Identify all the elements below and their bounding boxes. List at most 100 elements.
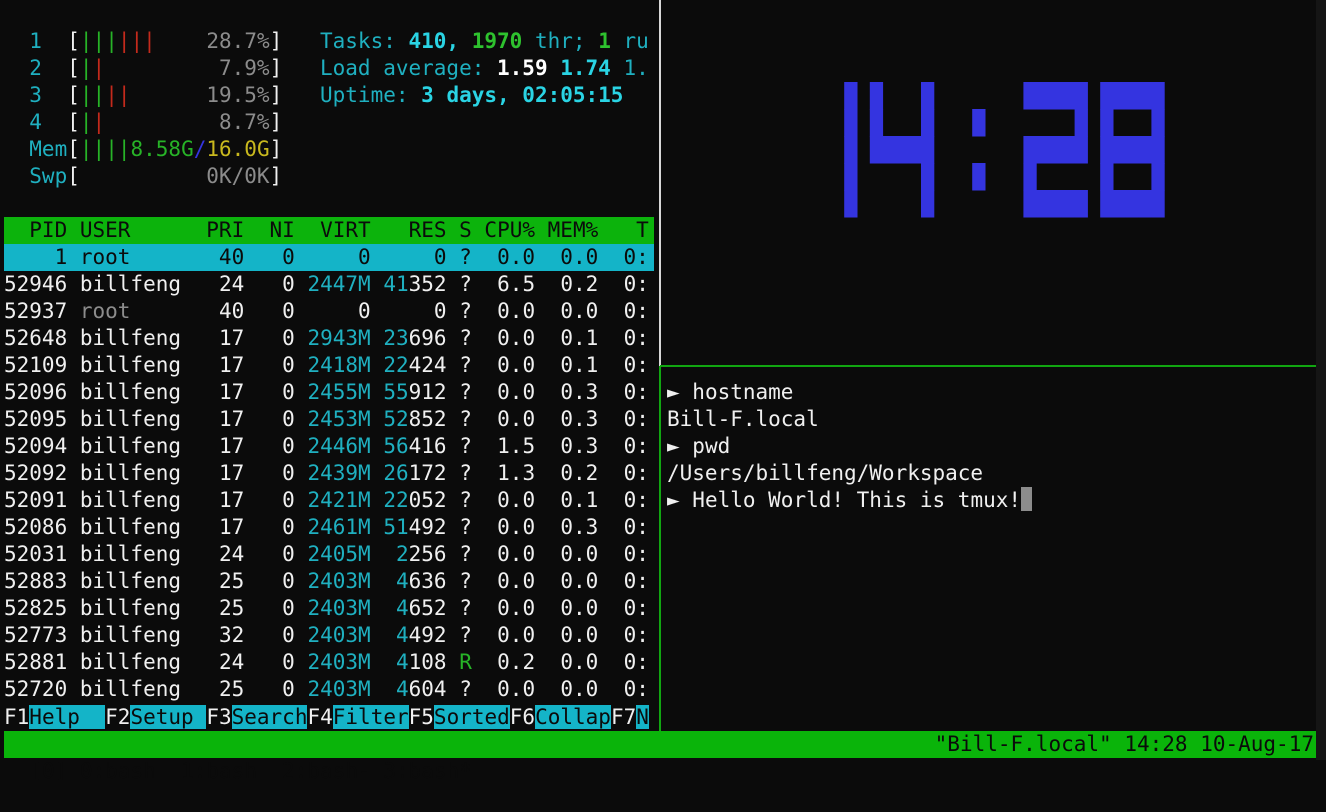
res-high: 4 [383,650,409,674]
fkey-f3[interactable]: F3 [206,705,232,729]
gap [447,488,460,512]
process-row[interactable]: 52096 billfeng 17 0 2455M 55912 ? 0.0 0.… [4,379,649,406]
bar-segment: | [105,137,118,161]
fkey-label[interactable]: Sorted [433,705,510,729]
res-low: 492 [408,623,447,647]
process-row[interactable]: 52881 billfeng 24 0 2403M 4108 R 0.2 0.0… [4,649,649,676]
process-row[interactable]: 52773 billfeng 32 0 2403M 4492 ? 0.0 0.0… [4,622,649,649]
process-row[interactable]: 52825 billfeng 25 0 2403M 4652 ? 0.0 0.0… [4,595,649,622]
res-low: 652 [408,596,447,620]
process-row[interactable]: 1 root 40 0 0 0 ? 0.0 0.0 0: [4,244,654,271]
user: billfeng [79,434,194,458]
clock-pixel [972,109,986,137]
clock-pixel [1151,82,1165,110]
output-text: Bill-F.local [667,407,819,431]
window-edge [1316,0,1326,760]
bar-segment: | [92,29,106,53]
fkey-label[interactable]: N [636,705,649,729]
gap [447,461,460,485]
gap [371,542,384,566]
bracket: ] [269,164,283,188]
bracket: [ [67,110,80,134]
fkey-f4[interactable]: F4 [307,705,333,729]
fkey-f6[interactable]: F6 [509,705,536,729]
pid: 52095 [4,407,80,431]
process-row[interactable]: 52720 billfeng 25 0 2403M 4604 ? 0.0 0.0… [4,676,649,703]
priority: 25 0 [193,677,308,701]
bar-segment: | [92,83,106,107]
gap [447,542,460,566]
shell-pane[interactable]: ► hostname Bill-F.local ► pwd/Users/billfe… [667,0,1316,731]
bracket: ] [269,29,283,53]
fkey-label[interactable]: Help [29,705,106,729]
virt: 2403M [307,677,371,701]
fkey-f2[interactable]: F2 [105,705,131,729]
process-row[interactable]: 52937 root 40 0 0 0 ? 0.0 0.0 0: [4,298,649,325]
process-row[interactable]: 52086 billfeng 17 0 2461M 51492 ? 0.0 0.… [4,514,649,541]
clock-pixel [1100,136,1114,164]
user: billfeng [79,650,194,674]
fkey-label[interactable]: Setup [130,705,207,729]
cpu-meter-1: 1 [|||||| 28.7%] [4,28,282,55]
fkey-f7[interactable]: F7 [610,705,637,729]
bar-segment: | [117,83,131,107]
virt: 2461M [307,515,371,539]
process-row[interactable]: 52109 billfeng 17 0 2418M 22424 ? 0.0 0.… [4,352,649,379]
session-name[interactable]: [0] [29,759,68,783]
virt: 2943M [307,326,371,350]
state: ? [459,272,472,296]
clock-pixel [1074,136,1088,164]
htop-pane[interactable]: 1 [|||||| 28.7%] 2 [|| 7.9%] 3 [|||| 19.… [4,0,656,731]
gap [371,515,384,539]
pid: 52092 [4,461,80,485]
pid: 52937 [4,299,80,323]
usage: 0.0 0.0 0: [471,542,649,566]
fkey-f1[interactable]: F1 [4,705,30,729]
process-row[interactable]: 52946 billfeng 24 0 2447M 41352 ? 6.5 0.… [4,271,649,298]
process-row[interactable]: 52648 billfeng 17 0 2943M 23696 ? 0.0 0.… [4,325,649,352]
mem-total: 16.0G [206,137,270,161]
res-low: 108 [408,650,447,674]
process-row[interactable]: 52883 billfeng 25 0 2403M 4636 ? 0.0 0.0… [4,568,649,595]
clock-pixel [882,136,896,164]
res-low: 852 [408,407,447,431]
priority: 24 0 [193,272,308,296]
virt: 2403M [307,623,371,647]
pane-divider-vertical[interactable] [659,0,661,366]
fkey-label[interactable]: Search [231,705,308,729]
process-row[interactable]: 52091 billfeng 17 0 2421M 22052 ? 0.0 0.… [4,487,649,514]
fkey-label[interactable]: Collap [535,705,611,729]
function-key-bar[interactable]: F1Help F2Setup F3SearchF4FilterF5SortedF… [4,704,649,731]
res-high: 51 [383,515,409,539]
mem-label: Mem [4,137,68,161]
shell-output: Bill-F.local [667,406,819,433]
window-list[interactable]: 0:bash 1:bash 2:bash- 3:bash* [79,759,472,783]
clock-pixel [1049,136,1063,164]
process-row[interactable]: 52094 billfeng 17 0 2446M 56416 ? 1.5 0.… [4,433,649,460]
pane-divider-vertical-active[interactable] [659,366,661,731]
fkey-label[interactable]: Filter [332,705,409,729]
process-table-header[interactable]: PID USER PRI NI VIRT RES S CPU% MEM% T [4,217,654,244]
clock-pixel [844,163,858,191]
clock-pixel [1100,163,1114,191]
process-row[interactable]: 52092 billfeng 17 0 2439M 26172 ? 1.3 0.… [4,460,649,487]
uptime-value: 3 days, 02:05:15 [421,83,624,107]
virt: 2446M [307,434,371,458]
fkey-f5[interactable]: F5 [408,705,434,729]
gap [447,623,460,647]
process-row[interactable]: 52095 billfeng 17 0 2453M 52852 ? 0.0 0.… [4,406,649,433]
cpu-meter-4: 4 [|| 8.7%] [4,109,282,136]
process-row[interactable]: 52031 billfeng 24 0 2405M 2256 ? 0.0 0.0… [4,541,649,568]
pid: 52109 [4,353,80,377]
output-text: /Users/billfeng/Workspace [667,461,984,485]
priority: 17 0 [193,488,308,512]
gap [371,569,384,593]
prompt-arrow-icon: ► [667,488,693,512]
priority: 24 0 [193,542,308,566]
tasks-line: Tasks: 410, 1970 thr; 1 ru [320,28,649,55]
pane-divider-horizontal[interactable] [660,365,1316,367]
clock-pixel [1036,136,1050,164]
state: ? [459,488,472,512]
clock-pixel [869,109,884,137]
running-label: ru [610,29,649,53]
